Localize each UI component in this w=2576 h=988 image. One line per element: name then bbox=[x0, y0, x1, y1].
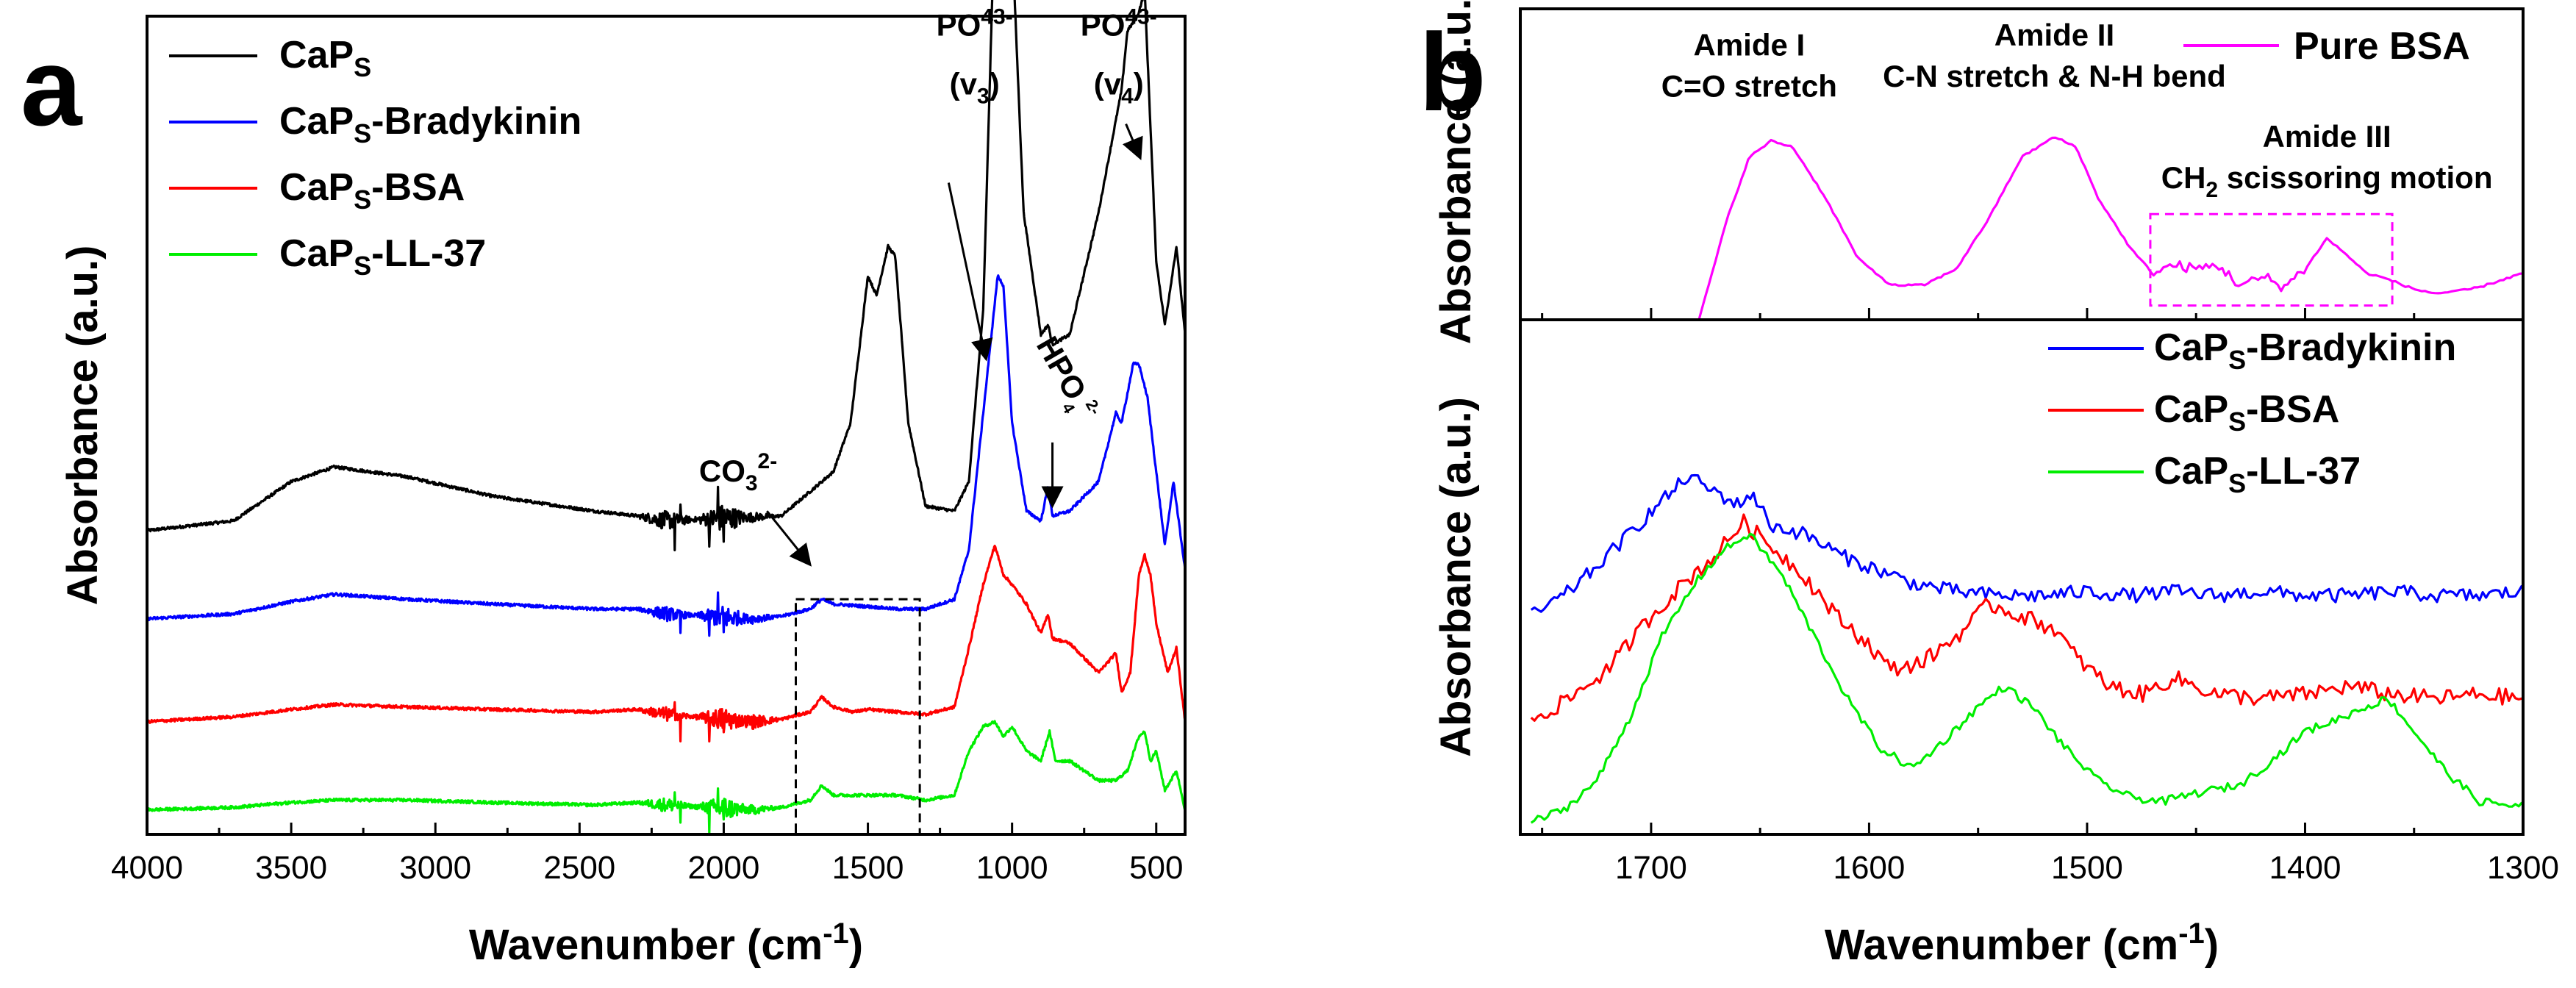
series-line-b-top-0 bbox=[1697, 136, 2524, 320]
legend-label-b-0: CaPS-Bradykinin bbox=[2154, 326, 2456, 375]
x-tick-label-a-5: 1500 bbox=[832, 850, 904, 886]
panel-a: a CO32- PO43- (v3) HPO4 2- PO43- (v4) CaPS CaPS-B… bbox=[21, 0, 1187, 969]
plot-frame-b bbox=[1519, 7, 2525, 836]
series-line-b-bottom-2 bbox=[1530, 532, 2523, 824]
y-axis-title-b-top: Absorbance (a.u.) bbox=[1432, 0, 1480, 344]
x-tick-label-b-1: 1600 bbox=[1833, 850, 1905, 886]
x-tick-label-a-0: 4000 bbox=[111, 850, 183, 886]
panel-label-a: a bbox=[21, 25, 83, 148]
annotation-label-a-0: CO32- bbox=[699, 449, 777, 495]
x-tick-label-b-2: 1500 bbox=[2051, 850, 2123, 886]
annotation-detail-b-1: C-N stretch & N-H bend bbox=[1883, 59, 2226, 93]
annotation-title-b-0: Amide I bbox=[1693, 28, 1805, 62]
x-tick-label-a-1: 3500 bbox=[255, 850, 327, 886]
series-line-b-bottom-1 bbox=[1530, 513, 2522, 722]
series-line-b-bottom-0 bbox=[1530, 473, 2523, 613]
annotation-detail-b-2: CH2 scissoring motion bbox=[2161, 160, 2493, 202]
panel-label-b: b bbox=[1419, 10, 1486, 134]
x-tick-label-b-3: 1400 bbox=[2269, 850, 2341, 886]
y-axis-title-b-bottom: Absorbance (a.u.) bbox=[1432, 397, 1480, 757]
dashed-box-b bbox=[2149, 212, 2394, 307]
panel-b: b Amide I C=O stretch Amide II C-N stretch &… bbox=[1419, 0, 2559, 969]
series-line-a-1 bbox=[146, 274, 1187, 637]
legend-label-b-top: Pure BSA bbox=[2294, 25, 2470, 68]
x-tick-label-a-3: 2500 bbox=[543, 850, 615, 886]
annotation-detail-b-0: C=O stretch bbox=[1661, 69, 1837, 104]
legend-label-a-3: CaPS-LL-37 bbox=[279, 232, 486, 281]
annotation-label-a-2: HPO4 2- bbox=[1025, 331, 1105, 429]
x-tick-label-a-6: 1000 bbox=[976, 850, 1048, 886]
annotation-mode-a-1: (v3) bbox=[950, 67, 1000, 109]
series-line-a-3 bbox=[146, 720, 1187, 834]
plot-frame-a bbox=[146, 15, 1187, 836]
annotation-arrow-a-1 bbox=[947, 182, 993, 362]
x-tick-label-a-2: 3000 bbox=[399, 850, 471, 886]
annotation-arrow-a-0 bbox=[766, 510, 812, 567]
legend-label-a-2: CaPS-BSA bbox=[279, 166, 465, 215]
annotation-title-b-2: Amide III bbox=[2263, 119, 2391, 154]
dashed-box-a bbox=[795, 598, 921, 836]
series-line-a-2 bbox=[146, 545, 1187, 743]
x-tick-label-b-0: 1700 bbox=[1615, 850, 1687, 886]
annotation-title-b-1: Amide II bbox=[1994, 18, 2114, 52]
series-line-a-0 bbox=[146, 0, 1187, 551]
annotation-label-a-3: PO43- bbox=[1081, 5, 1157, 43]
x-tick-label-a-7: 500 bbox=[1129, 850, 1183, 886]
annotation-arrow-a-3 bbox=[1122, 124, 1143, 161]
legend-label-a-1: CaPS-Bradykinin bbox=[279, 100, 582, 148]
x-tick-label-a-4: 2000 bbox=[687, 850, 759, 886]
annotation-label-a-1: PO43- bbox=[937, 5, 1013, 43]
annotation-mode-a-3: (v4) bbox=[1094, 67, 1144, 109]
legend-label-b-1: CaPS-BSA bbox=[2154, 388, 2339, 437]
x-tick-label-b-4: 1300 bbox=[2487, 850, 2559, 886]
y-axis-title-a: Absorbance (a.u.) bbox=[59, 246, 107, 606]
x-axis-title-a: Wavenumber (cm-1) bbox=[469, 917, 863, 969]
x-axis-title-b: Wavenumber (cm-1) bbox=[1825, 917, 2219, 969]
legend-label-a-0: CaPS bbox=[279, 34, 371, 82]
legend-label-b-2: CaPS-LL-37 bbox=[2154, 450, 2361, 498]
